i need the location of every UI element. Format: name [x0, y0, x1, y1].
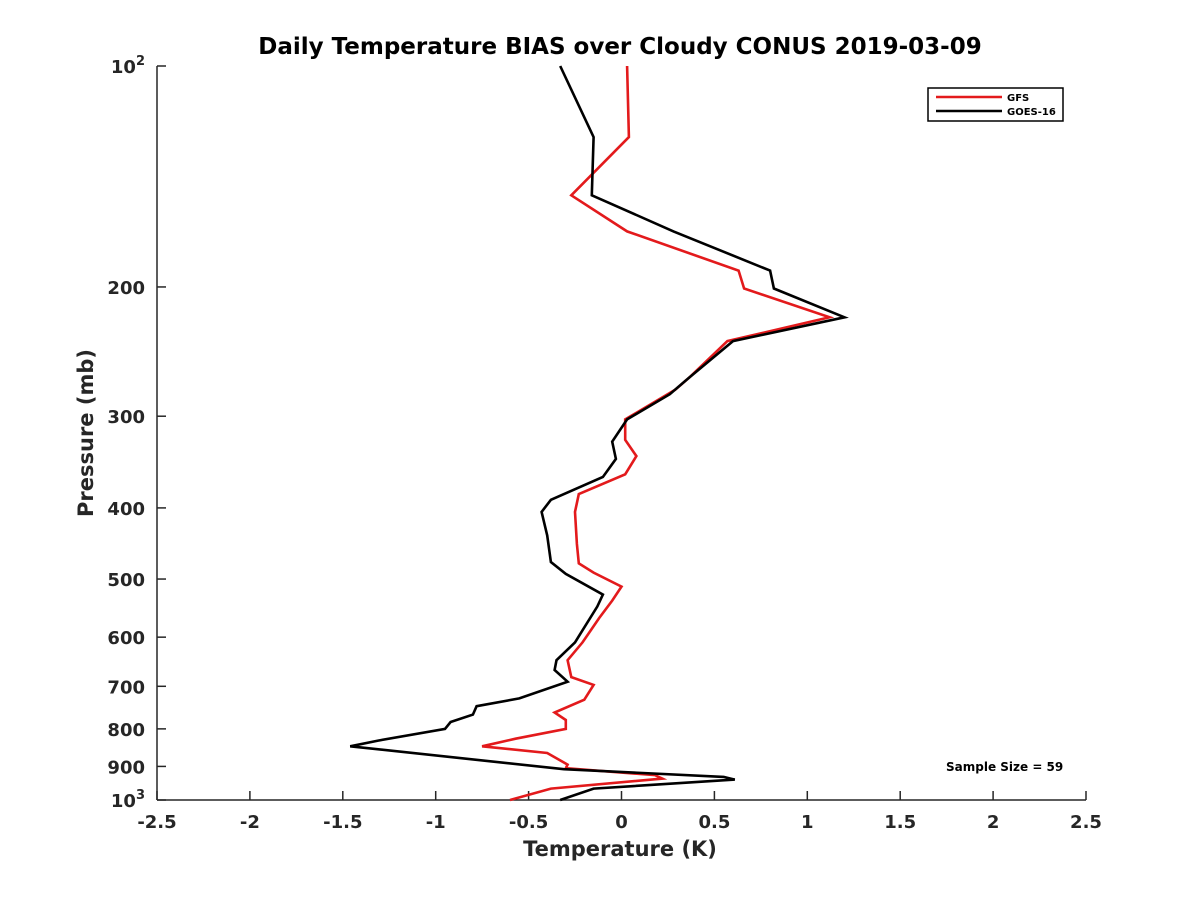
x-tick-label: -1 [426, 812, 446, 833]
y-tick-label: 700 [107, 677, 145, 698]
x-tick-label: -0.5 [509, 812, 548, 833]
y-tick-label: 200 [107, 278, 145, 299]
x-tick-label: 2 [987, 812, 1000, 833]
plot-area: -2.5 -2 -1.5 -1 -0.5 0 0.5 1 1.5 2 2.5 102 200 300 400… [107, 54, 1102, 833]
legend: GFS GOES-16 [927, 87, 1064, 122]
y-tick-label: 102 [111, 54, 145, 78]
legend-label-gfs: GFS [1007, 93, 1029, 104]
x-tick-label: 0 [615, 812, 628, 833]
y-axis-title: Pressure (mb) [74, 349, 98, 517]
series-line-goes-16 [349, 65, 849, 802]
x-axis-title: Temperature (K) [523, 837, 717, 861]
y-tick-label: 400 [107, 499, 145, 520]
x-tick-label: 0.5 [698, 812, 730, 833]
series-line-gfs [481, 65, 835, 802]
y-tick-label: 500 [107, 570, 145, 591]
y-tick-label: 800 [107, 720, 145, 741]
legend-label-goes16: GOES-16 [1007, 107, 1056, 118]
y-tick-label: 600 [107, 628, 145, 649]
y-tick-label: 900 [107, 757, 145, 778]
chart-title: Daily Temperature BIAS over Cloudy CONUS… [258, 34, 981, 60]
x-tick-label: 2.5 [1070, 812, 1102, 833]
x-tick-label: -1.5 [323, 812, 362, 833]
legend-box [927, 87, 1064, 122]
x-tick-label: 1.5 [884, 812, 916, 833]
x-tick-label: -2 [240, 812, 260, 833]
x-tick-label: -2.5 [137, 812, 176, 833]
y-tick-label: 300 [107, 407, 145, 428]
y-tick-label: 103 [111, 788, 145, 812]
x-tick-label: 1 [801, 812, 814, 833]
sample-size-annotation: Sample Size = 59 [946, 760, 1063, 774]
